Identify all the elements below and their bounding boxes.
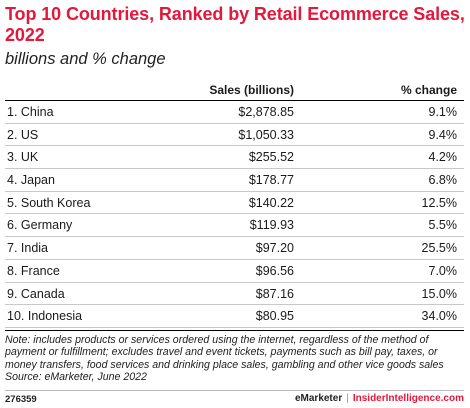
row-sales: $119.93 bbox=[249, 218, 294, 233]
row-country: 4. Japan bbox=[7, 173, 55, 188]
chart-subtitle: billions and % change bbox=[5, 50, 166, 68]
row-sales: $97.20 bbox=[255, 241, 294, 256]
row-country: 3. UK bbox=[7, 150, 39, 165]
table-header: Sales (billions) % change bbox=[5, 80, 464, 101]
chart-id: 276359 bbox=[5, 394, 37, 405]
chart-note: Note: includes products or services orde… bbox=[5, 334, 465, 384]
row-sales: $2,878.85 bbox=[238, 105, 294, 119]
chart-title: Top 10 Countries, Ranked by Retail Ecomm… bbox=[5, 4, 465, 45]
table-row: 10. Indonesia $80.95 34.0% bbox=[5, 305, 464, 328]
row-country: 5. South Korea bbox=[7, 195, 91, 210]
row-change: 9.4% bbox=[428, 127, 458, 142]
brand-separator: | bbox=[346, 393, 349, 404]
row-change: 25.5% bbox=[421, 241, 457, 256]
row-change: 5.5% bbox=[428, 218, 458, 233]
row-sales: $1,050.33 bbox=[238, 127, 294, 142]
footer-rule bbox=[5, 390, 464, 391]
row-country: 8. France bbox=[7, 263, 60, 278]
row-country: 6. Germany bbox=[7, 218, 73, 233]
row-sales: $96.56 bbox=[255, 263, 294, 278]
row-change: 12.5% bbox=[421, 195, 457, 210]
row-change: 9.1% bbox=[428, 105, 458, 119]
table-row: 1. China $2,878.85 9.1% bbox=[5, 101, 464, 124]
brand-emarketer: eMarketer bbox=[294, 393, 343, 404]
row-sales: $80.95 bbox=[255, 309, 294, 324]
row-sales: $178.77 bbox=[248, 173, 294, 188]
table-bottom-rule bbox=[5, 330, 464, 331]
row-change: 4.2% bbox=[428, 150, 458, 165]
row-change: 15.0% bbox=[421, 286, 457, 301]
row-country: 9. Canada bbox=[7, 286, 65, 301]
row-change: 7.0% bbox=[428, 263, 458, 278]
row-country: 7. India bbox=[7, 241, 49, 256]
table-row: 8. France $96.56 7.0% bbox=[5, 260, 464, 283]
row-change: 34.0% bbox=[421, 309, 457, 324]
table-row: 4. Japan $178.77 6.8% bbox=[5, 169, 464, 192]
table-row: 5. South Korea $140.22 12.5% bbox=[5, 192, 464, 215]
row-sales: $87.16 bbox=[255, 286, 294, 301]
row-country: 2. US bbox=[7, 127, 39, 142]
note-text: Note: includes products or services orde… bbox=[5, 334, 444, 371]
table-row: 9. Canada $87.16 15.0% bbox=[5, 283, 464, 306]
brand-footer: eMarketer | InsiderIntelligence.com bbox=[295, 393, 464, 404]
table-row: 7. India $97.20 25.5% bbox=[5, 237, 464, 260]
table-body: 1. China $2,878.85 9.1% 2. US $1,050.33 9.4% 3… bbox=[5, 101, 464, 328]
row-country: 10. Indonesia bbox=[7, 309, 83, 324]
data-table: Sales (billions) % change 1. China $2,878… bbox=[5, 80, 464, 328]
table-row: 6. Germany $119.93 5.5% bbox=[5, 214, 464, 238]
row-sales: $140.22 bbox=[248, 195, 294, 210]
row-country: 1. China bbox=[7, 105, 54, 119]
row-change: 6.8% bbox=[428, 173, 458, 188]
row-sales: $255.52 bbox=[248, 150, 294, 165]
brand-insider-intelligence[interactable]: InsiderIntelligence.com bbox=[352, 393, 464, 404]
header-sales: Sales (billions) bbox=[209, 83, 294, 97]
source-text: Source: eMarketer, June 2022 bbox=[5, 371, 147, 384]
header-change: % change bbox=[400, 83, 457, 97]
table-row: 3. UK $255.52 4.2% bbox=[5, 146, 464, 170]
table-row: 2. US $1,050.33 9.4% bbox=[5, 124, 464, 147]
